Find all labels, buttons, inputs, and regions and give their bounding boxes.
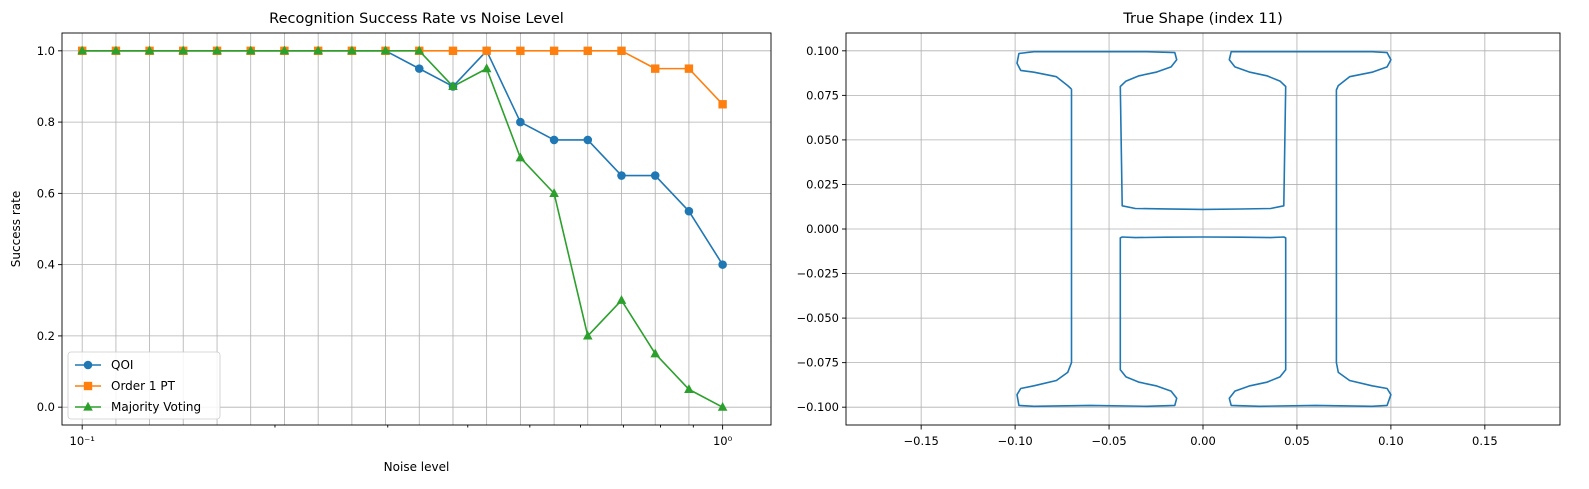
legend-frame — [67, 351, 221, 420]
data-point — [617, 171, 626, 180]
y-tick-label: 0.025 — [806, 177, 839, 191]
legend-entry: Order 1 PT — [75, 379, 176, 393]
legend-marker — [83, 401, 93, 411]
y-tick-label: −0.050 — [796, 311, 839, 325]
data-point — [178, 45, 189, 55]
legend-marker — [83, 360, 93, 370]
x-tick-label: 0.15 — [1472, 434, 1498, 448]
x-axis-label: Noise level — [384, 460, 450, 474]
series-qoi — [77, 46, 727, 269]
data-point — [549, 188, 559, 197]
data-point — [516, 117, 525, 127]
data-point — [684, 206, 694, 216]
legend-entry: Majority Voting — [75, 400, 201, 414]
axes: 0.0 0.2 0.4 0.6 0.8 1.0 10⁻¹ 10⁰ — [37, 32, 772, 448]
y-tick-label: 0.050 — [806, 133, 839, 147]
legend-label: Majority Voting — [111, 400, 201, 414]
x-tick-label: −0.10 — [997, 434, 1032, 448]
y-tick-label: −0.100 — [796, 400, 839, 414]
data-point — [718, 260, 727, 269]
x-tick-label: 0.00 — [1190, 434, 1216, 448]
data-point — [684, 64, 694, 73]
chart-title: True Shape (index 11) — [1122, 11, 1282, 27]
data-point — [144, 45, 155, 55]
y-tick-label: 0.4 — [37, 258, 55, 272]
legend-entry: QOI — [75, 358, 133, 372]
data-point — [380, 45, 391, 55]
data-point — [448, 46, 458, 56]
data-point — [617, 46, 626, 56]
data-point — [616, 295, 627, 304]
y-tick-label: 0.6 — [37, 186, 55, 200]
x-tick-label: 0.05 — [1284, 434, 1310, 448]
series-line — [82, 50, 723, 408]
data-point — [448, 81, 458, 91]
data-point — [650, 171, 660, 180]
data-point — [279, 45, 290, 55]
x-tick-label: 10⁰ — [713, 434, 733, 448]
true-shape-chart: True Shape (index 11) −0.15 −0.10 −0.05 0.0… — [796, 11, 1561, 448]
data-point — [212, 45, 222, 55]
y-tick-label: 0.0 — [37, 400, 55, 414]
x-tick-label: 0.10 — [1378, 434, 1404, 448]
y-tick-label: 1.0 — [37, 44, 55, 58]
data-point — [717, 401, 728, 411]
grid — [846, 33, 1560, 425]
data-point — [245, 45, 256, 55]
data-point — [650, 348, 661, 358]
x-tick-label: −0.05 — [1091, 434, 1126, 448]
x-tick-label: 10⁻¹ — [70, 434, 95, 448]
grid — [62, 33, 771, 425]
data-point — [481, 63, 492, 73]
data-point — [515, 152, 526, 162]
legend-label: QOI — [111, 358, 133, 372]
data-point — [414, 64, 424, 73]
data-point — [313, 45, 323, 55]
y-tick-label: 0.075 — [806, 88, 839, 102]
y-axis-label: Success rate — [9, 191, 23, 268]
y-tick-label: −0.075 — [796, 356, 839, 370]
shape-outline — [1016, 50, 1392, 408]
y-tick-label: 0.2 — [37, 329, 55, 343]
legend-marker — [83, 381, 93, 391]
data-point — [684, 384, 694, 393]
y-tick-label: 0.000 — [806, 222, 839, 236]
data-point — [482, 46, 491, 56]
data-point — [111, 45, 121, 55]
axes: −0.15 −0.10 −0.05 0.00 0.05 0.10 0.15 0.100 0.07… — [796, 32, 1561, 448]
data-point — [516, 46, 525, 56]
data-point — [549, 46, 559, 56]
chart-title: Recognition Success Rate vs Noise Level — [269, 11, 564, 27]
data-point — [718, 100, 727, 109]
shape-outline-line — [1016, 50, 1392, 408]
plot-frame — [61, 32, 772, 426]
series-majority-voting — [77, 45, 728, 411]
legend: QOI Order 1 PT Majority Voting — [67, 351, 221, 420]
data-point — [651, 64, 660, 73]
series-lines — [77, 45, 728, 411]
data-point — [347, 45, 357, 55]
legend-label: Order 1 PT — [111, 379, 176, 393]
y-tick-label: −0.025 — [796, 267, 839, 281]
data-point — [582, 330, 593, 340]
data-point — [583, 135, 593, 145]
series-line — [82, 50, 724, 266]
y-tick-label: 0.100 — [806, 44, 839, 58]
data-point — [414, 45, 425, 55]
data-point — [549, 135, 559, 145]
y-tick-label: 0.8 — [37, 115, 55, 129]
x-tick-label: −0.15 — [904, 434, 939, 448]
success-rate-chart: Recognition Success Rate vs Noise Level … — [9, 11, 772, 474]
plot-frame — [845, 32, 1561, 426]
data-point — [583, 46, 592, 56]
data-point — [77, 45, 87, 55]
series-order-1-pt — [77, 46, 727, 109]
